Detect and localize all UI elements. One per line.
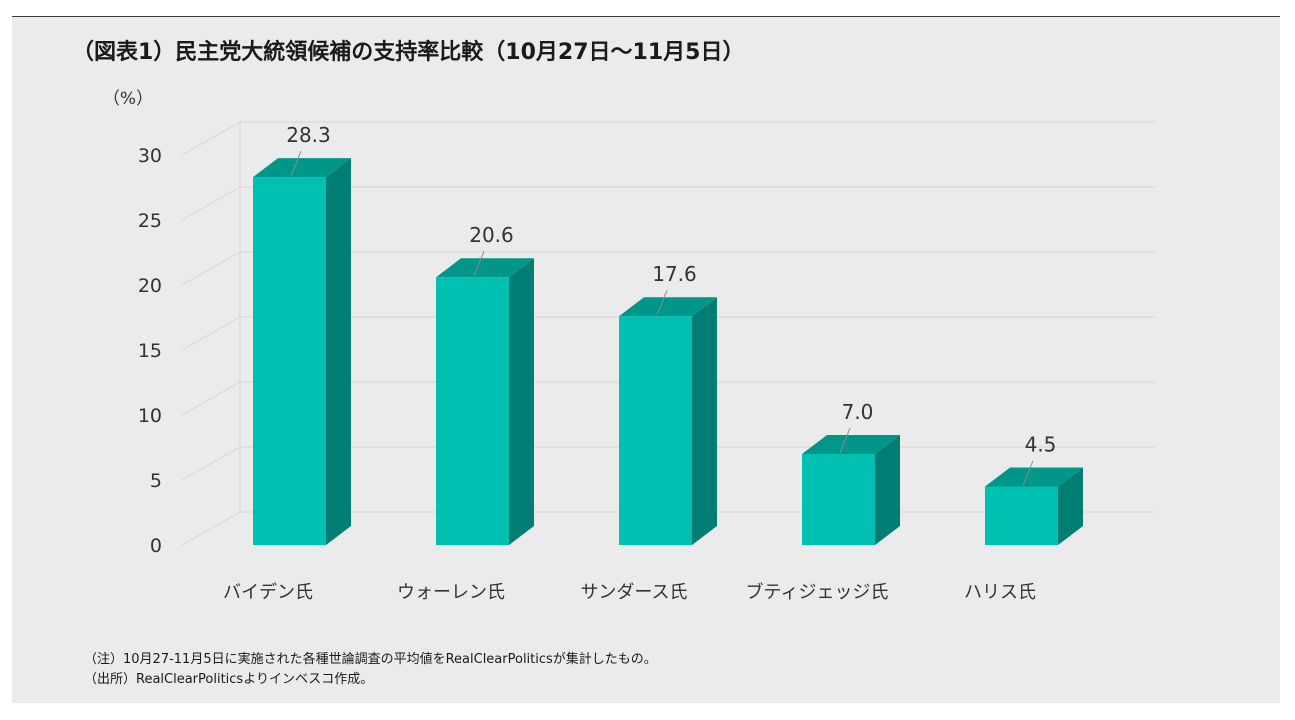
gridline-side [181, 121, 241, 156]
y-tick-label: 25 [138, 210, 162, 232]
data-label: 17.6 [652, 262, 697, 286]
bar-front [802, 454, 875, 545]
bar-top [619, 297, 717, 317]
x-category-label: ウォーレン氏 [397, 582, 505, 603]
leader-line [290, 150, 302, 177]
bar-top [253, 158, 351, 178]
y-tick-label: 15 [138, 340, 162, 362]
bar-side [1058, 467, 1083, 545]
bar-side [875, 435, 900, 545]
gridline-side [181, 251, 241, 286]
leader-line [839, 427, 851, 454]
y-tick-label: 0 [150, 535, 162, 557]
leader-line [473, 251, 485, 277]
data-label: 20.6 [469, 223, 514, 247]
bar: 17.6 [619, 262, 717, 545]
y-tick-label: 10 [138, 405, 162, 427]
bar: 4.5 [985, 433, 1083, 545]
note-text: （注）10月27-11月5日に実施された各種世論調査の平均値をRealClear… [84, 652, 657, 667]
bar: 28.3 [253, 123, 351, 545]
bar-front [619, 316, 692, 545]
bar-series: 28.3 20.6 17.6 7.0 4.5 [253, 123, 1083, 545]
y-tick-label: 20 [138, 275, 162, 297]
x-category-label: ハリス氏 [964, 582, 1036, 603]
bar: 7.0 [802, 400, 900, 545]
bar-top [436, 258, 534, 278]
x-axis-categories: バイデン氏 ウォーレン氏 サンダース氏 ブティジェッジ氏 ハリス氏 [223, 581, 1036, 603]
bar-front [985, 486, 1058, 545]
x-category-label: サンダース氏 [580, 582, 687, 603]
bar-front [253, 177, 326, 545]
leader-line [1022, 460, 1034, 486]
x-category-label: ブティジェッジ氏 [746, 581, 889, 603]
leader-line [656, 290, 668, 316]
gridline-side [181, 511, 241, 546]
gridline-side [181, 446, 241, 481]
y-tick-label: 5 [150, 470, 162, 492]
top-rule [12, 16, 1280, 17]
bar-side [692, 297, 717, 545]
data-label: 7.0 [842, 400, 874, 424]
y-tick-label: 30 [138, 145, 162, 167]
gridline-side [181, 186, 241, 221]
bar-front [436, 277, 509, 545]
footnotes: （注）10月27-11月5日に実施された各種世論調査の平均値をRealClear… [84, 650, 657, 690]
y-axis-unit-label: （%） [103, 89, 153, 109]
source-text: （出所）RealClearPoliticsよりインベスコ作成。 [84, 672, 374, 687]
gridline-side [181, 381, 241, 416]
bar-side [326, 158, 351, 545]
bar-top [802, 435, 900, 454]
bar-top [985, 467, 1083, 487]
bar-side [509, 258, 534, 545]
data-label: 4.5 [1025, 433, 1057, 457]
gridline-side [181, 316, 241, 351]
data-label: 28.3 [286, 123, 331, 147]
x-category-label: バイデン氏 [223, 582, 313, 603]
chart-title: （図表1）民主党大統領候補の支持率比較（10月27日～11月5日） [72, 40, 745, 65]
bar: 20.6 [436, 223, 534, 545]
y-axis-ticks: 0 5 10 15 20 25 30 [138, 145, 162, 557]
